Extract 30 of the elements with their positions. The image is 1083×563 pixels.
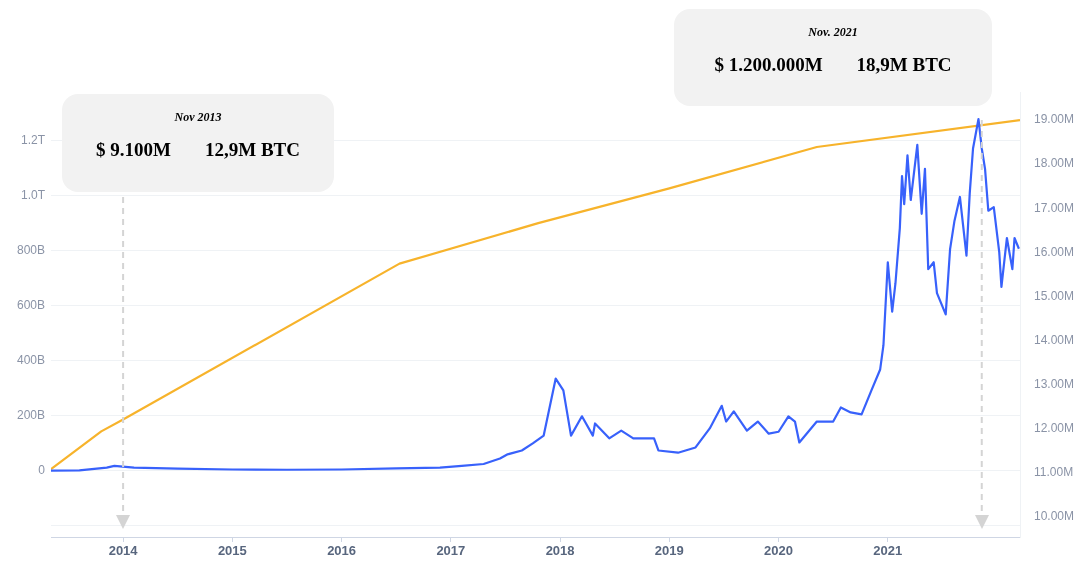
y2-tick-label: 11.00M: [1034, 464, 1074, 479]
y2-tick-label: 19.00M: [1034, 112, 1075, 127]
y-tick-label: 1.0T: [20, 187, 46, 202]
y2-tick-label: 16.00M: [1034, 244, 1075, 259]
y2-tick-label: 12.00M: [1034, 420, 1075, 435]
y-tick-label: 600B: [16, 297, 45, 312]
x-tick-label: 2021: [873, 543, 903, 559]
y-tick-label: 1.2T: [20, 132, 46, 147]
y2-tick-label: 14.00M: [1034, 332, 1075, 347]
x-tick-label: 2014: [108, 543, 139, 559]
x-tick-label: 2016: [327, 543, 357, 559]
x-tick-label: 2019: [654, 543, 684, 559]
annotation: $ 9.100M: [96, 139, 171, 161]
x-tick-label: 2015: [217, 543, 247, 559]
y2-tick-label: 17.00M: [1034, 200, 1075, 215]
x-tick-label: 2020: [764, 543, 794, 559]
annotation: Nov 2013: [173, 110, 223, 125]
annotation: 12,9M BTC: [204, 139, 300, 161]
y-tick-label: 0: [38, 463, 46, 478]
y2-tick-label: 13.00M: [1034, 376, 1075, 391]
x-tick-label: 2018: [545, 543, 575, 559]
y2-tick-label: 10.00M: [1034, 508, 1075, 523]
y-tick-label: 400B: [16, 352, 45, 367]
y-tick-label: 800B: [16, 242, 45, 257]
y2-tick-label: 18.00M: [1034, 156, 1075, 171]
y-tick-label: 200B: [16, 408, 45, 423]
callout-box: Nov. 2021 $ 1.200.000M 18,9M BTC: [674, 9, 992, 106]
y2-tick-label: 15.00M: [1034, 288, 1075, 303]
callout-box: Nov 2013 $ 9.100M 12,9M BTC: [62, 94, 334, 192]
x-tick-label: 2017: [436, 543, 466, 559]
